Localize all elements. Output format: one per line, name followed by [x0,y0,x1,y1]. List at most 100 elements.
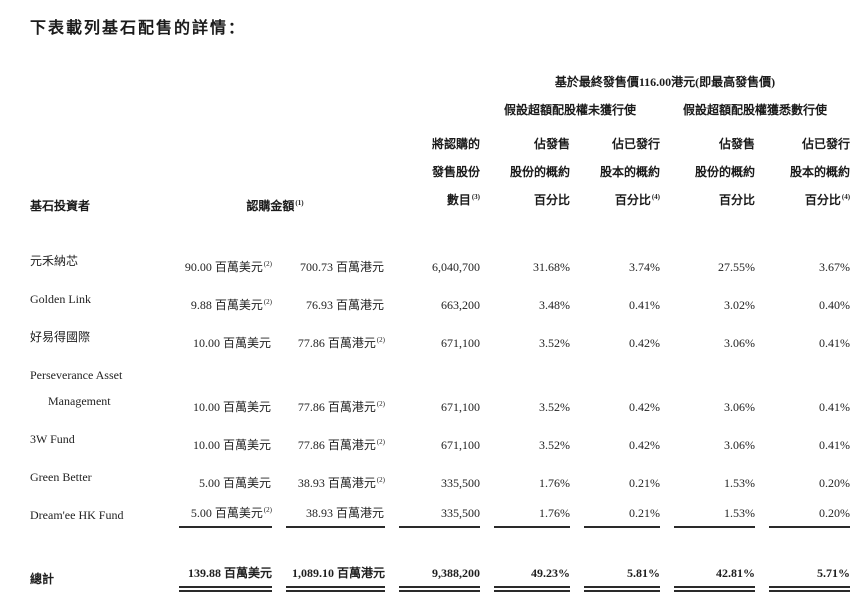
cell-shares: 671,100 [441,438,480,452]
cell-pct-offer-ne: 3.48% [539,298,570,312]
col-header-investor: 基石投資者 [30,199,91,213]
cell-pct-offer-fe: 27.55% [718,260,755,274]
cell-shares: 663,200 [441,298,480,312]
footnote-sup: (2) [263,260,272,268]
col-header-pct-offer-ne: 佔發售 股份的概約 百分比 [509,137,570,207]
cell-pct-issued-fe: 0.40% [819,298,851,312]
col-header-pct-issued-fe: 佔已發行 股本的概約 百分比(4) [790,137,851,207]
full-exercise-header: 假設超額配股權獲悉數行使 [683,103,828,117]
cell-pct-issued-ne: 0.42% [629,336,660,350]
total-label: 總計 [30,572,55,586]
cell-pct-issued-ne-total: 5.81% [570,534,660,598]
cell-pct-offer-ne-total: 49.23% [480,534,570,598]
table-row-golden-link: Golden Link 9.88 百萬美元(2) 76.93 百萬港元 663,… [30,280,850,318]
table-row-green-better: Green Better 5.00 百萬美元 38.93 百萬港元(2) 335… [30,458,850,496]
cell-pct-offer-ne: 3.52% [539,336,570,350]
cell-pct-offer-fe: 1.53% [724,476,755,490]
cell-pct-issued-fe: 0.20% [819,476,851,490]
table-row-haoyide: 好易得國際 10.00 百萬美元 77.86 百萬港元(2) 671,100 3… [30,318,850,356]
cell-pct-issued-fe: 0.41% [819,400,851,414]
table-row-yuanhe-naxin: 元禾納芯 90.00 百萬美元(2) 700.73 百萬港元 6,040,700… [30,242,850,280]
cell-pct-offer-ne: 3.52% [539,438,570,452]
cell-pct-offer-fe: 1.53% [660,496,755,534]
cell-pct-offer-fe: 3.06% [724,336,755,350]
table-body: 元禾納芯 90.00 百萬美元(2) 700.73 百萬港元 6,040,700… [30,242,851,598]
cell-amount-hkd-total: 1,089.10 百萬港元 [272,534,385,598]
cell-amount-usd-total: 139.88 百萬美元 [165,534,272,598]
cell-pct-issued-fe-total: 5.71% [755,534,850,598]
footnote-sup: (2) [376,438,385,446]
col-header-pct-offer-fe: 佔發售 股份的概約 百分比 [694,137,755,207]
cell-pct-issued-ne: 0.42% [629,438,660,452]
group-header-row-2: 假設超額配股權未獲行使 假設超額配股權獲悉數行使 [30,102,850,130]
cell-pct-offer-fe: 3.06% [724,438,755,452]
cell-amount-usd: 5.00 百萬美元 [198,476,271,490]
investor-name: Golden Link [30,292,91,306]
cell-amount-usd: 5.00 百萬美元(2) [165,496,272,534]
cell-shares: 335,500 [385,496,480,534]
cell-shares: 335,500 [441,476,480,490]
cell-amount-hkd: 76.93 百萬港元 [305,298,384,312]
footnote-sup: (4) [841,193,851,201]
cell-shares-total: 9,388,200 [385,534,480,598]
cornerstone-placing-table: 基於最終發售價116.00港元(即最高發售價) 假設超額配股權未獲行使 假設超額… [30,74,851,598]
investor-name: Perseverance Asset Management [30,368,123,408]
footnote-sup: (2) [376,400,385,408]
investor-name: Green Better [30,470,92,484]
group-header-row-1: 基於最終發售價116.00港元(即最高發售價) [30,74,850,102]
table-header: 基於最終發售價116.00港元(即最高發售價) 假設超額配股權未獲行使 假設超額… [30,74,850,242]
cell-pct-offer-fe: 3.06% [724,400,755,414]
cell-amount-usd: 90.00 百萬美元(2) [184,260,272,274]
col-header-pct-issued-ne: 佔已發行 股本的概約 百分比(4) [599,137,660,207]
page-title: 下表載列基石配售的詳情： [30,20,247,37]
table-row-total: 總計 139.88 百萬美元 1,089.10 百萬港元 9,388,200 4… [30,534,850,598]
cell-pct-issued-ne: 0.41% [629,298,660,312]
column-header-row: 基石投資者 認購金額(1) 將認購的 發售股份 數目(3) 佔發售 股份的概約 … [30,130,850,242]
footnote-sup: (2) [263,298,272,306]
footnote-sup: (3) [471,193,480,201]
cell-pct-offer-fe: 3.02% [724,298,755,312]
cell-amount-hkd: 700.73 百萬港元 [299,260,384,274]
table-row-perseverance: Perseverance Asset Management 10.00 百萬美元 … [30,356,850,420]
cell-amount-hkd: 77.86 百萬港元(2) [297,336,385,350]
investor-name: Dream'ee HK Fund [30,508,124,522]
cell-pct-issued-ne: 0.21% [570,496,660,534]
cell-amount-usd: 10.00 百萬美元 [192,336,271,350]
footnote-sup: (2) [263,506,272,514]
footnote-sup: (4) [651,193,660,201]
cell-pct-offer-ne: 1.76% [480,496,570,534]
footnote-sup: (2) [376,336,385,344]
cell-pct-offer-ne: 1.76% [539,476,570,490]
cell-amount-hkd: 77.86 百萬港元(2) [297,400,385,414]
cell-pct-issued-fe: 0.20% [755,496,851,534]
cell-amount-usd: 10.00 百萬美元 [192,400,271,414]
investor-name: 元禾納芯 [30,254,79,268]
cell-pct-issued-ne: 3.74% [629,260,660,274]
cell-amount-hkd: 38.93 百萬港元(2) [297,476,385,490]
price-basis-header: 基於最終發售價116.00港元(即最高發售價) [554,75,776,89]
col-header-shares: 將認購的 發售股份 數目(3) [431,137,480,207]
cell-pct-issued-fe: 0.41% [819,336,851,350]
cell-shares: 6,040,700 [432,260,480,274]
cell-pct-offer-ne: 3.52% [539,400,570,414]
footnote-sup: (2) [376,476,385,484]
cell-pct-issued-fe: 3.67% [819,260,851,274]
cell-pct-issued-ne: 0.42% [629,400,660,414]
cell-pct-issued-fe: 0.41% [819,438,851,452]
cell-amount-usd: 9.88 百萬美元(2) [190,298,272,312]
footnote-sup: (1) [295,199,304,207]
investor-name: 3W Fund [30,432,75,446]
no-exercise-header: 假設超額配股權未獲行使 [503,103,636,117]
table-row-3w-fund: 3W Fund 10.00 百萬美元 77.86 百萬港元(2) 671,100… [30,420,850,458]
cell-shares: 671,100 [441,336,480,350]
cell-pct-offer-fe-total: 42.81% [660,534,755,598]
table-row-dreamee: Dream'ee HK Fund 5.00 百萬美元(2) 38.93 百萬港元… [30,496,851,534]
cell-amount-hkd: 38.93 百萬港元 [272,496,385,534]
cell-pct-issued-ne: 0.21% [629,476,660,490]
col-header-subscription-amount: 認購金額(1) [246,199,304,213]
cell-shares: 671,100 [441,400,480,414]
cell-amount-hkd: 77.86 百萬港元(2) [297,438,385,452]
cell-pct-offer-ne: 31.68% [533,260,570,274]
cell-amount-usd: 10.00 百萬美元 [192,438,271,452]
